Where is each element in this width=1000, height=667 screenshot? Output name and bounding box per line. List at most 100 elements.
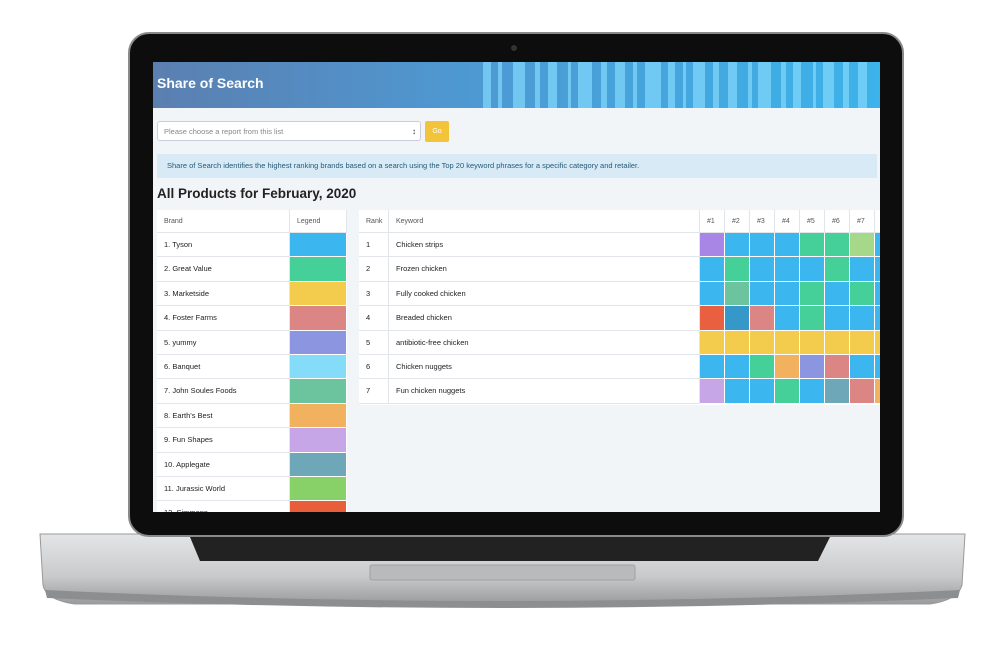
header-stripe [781,62,786,108]
camera [511,45,517,51]
keyword: antibiotic-free chicken [389,330,700,355]
rank-cell [800,233,825,258]
keyword: Chicken nuggets [389,355,700,380]
legend-swatch [290,403,347,429]
rank-cell [725,306,750,331]
keyword: Chicken strips [389,233,700,258]
base-lip [45,590,960,608]
screen: Share of Search Please choose a report f… [153,62,880,512]
rank-cell [875,355,880,380]
keyword: Frozen chicken [389,257,700,282]
rank-cell [800,330,825,355]
header-stripe [498,62,502,108]
rank-cell [750,355,775,380]
rank-cell [775,330,800,355]
column-header: #5 [800,210,825,233]
header-stripe [683,62,686,108]
rank-cell [700,306,725,331]
legend-swatch [290,477,347,502]
legend-swatch [290,355,347,380]
rank-cell [825,233,850,258]
rank-cell [750,257,775,282]
header-stripe [513,62,525,108]
header-stripe [793,62,801,108]
rank-cell [725,257,750,282]
header-stripe [693,62,705,108]
rank-cell [775,257,800,282]
rank-cell [775,233,800,258]
column-header: #8 [875,210,880,233]
header-stripe [615,62,625,108]
legend-swatch [290,501,347,512]
rank-cell [850,379,875,404]
column-header: #1 [700,210,725,233]
rank-cell [700,233,725,258]
section-title: All Products for February, 2020 [157,186,357,201]
header-stripe [858,62,867,108]
rank-cell [825,306,850,331]
header-stripe [713,62,719,108]
rank-cell [775,379,800,404]
rank-cell [750,379,775,404]
rank-cell [700,330,725,355]
column-header: Legend [290,210,347,233]
header-stripe [823,62,834,108]
rank-cell [750,330,775,355]
brand-name: 7. John Soules Foods [157,379,290,404]
report-select[interactable]: Please choose a report from this list [157,121,421,142]
header-stripe [813,62,816,108]
brand-name: 6. Banquet [157,355,290,380]
rank: 5 [359,330,389,355]
rank-cell [850,257,875,282]
keyword: Fun chicken nuggets [389,379,700,404]
rank-cell [800,355,825,380]
legend-swatch [290,233,347,258]
rank-cell [800,306,825,331]
legend-swatch [290,330,347,355]
keyword: Fully cooked chicken [389,281,700,307]
rank-cell [850,233,875,258]
rank-cell [825,281,850,307]
rank-cell [775,355,800,380]
rank-cell [725,281,750,307]
go-button[interactable]: Go [425,121,449,142]
column-header: #7 [850,210,875,233]
rank-cell [775,281,800,307]
rank-cell [700,281,725,307]
brand-name: 4. Foster Farms [157,306,290,331]
rank-cell [725,379,750,404]
header-stripe [548,62,557,108]
brand-name: 2. Great Value [157,257,290,282]
header: Share of Search [153,62,880,108]
rank-cell [875,257,880,282]
rank-cell [725,233,750,258]
rank-cell [875,330,880,355]
rank-cell [825,257,850,282]
brand-name: 11. Jurassic World [157,477,290,502]
header-stripe [535,62,540,108]
header-stripe [728,62,737,108]
brand-name: 1. Tyson [157,233,290,258]
header-title: Share of Search [157,75,264,91]
header-stripe [483,62,491,108]
brand-name: 12. Simmons [157,501,290,512]
rank: 2 [359,257,389,282]
rank: 3 [359,281,389,307]
rank-cell [700,379,725,404]
rank-cell [875,379,880,404]
keyword: Breaded chicken [389,306,700,331]
header-stripe [601,62,607,108]
rank-cell [850,355,875,380]
column-header: Rank [359,210,389,233]
column-header: #6 [825,210,850,233]
legend-swatch [290,281,347,307]
header-stripe [668,62,675,108]
keyboard [190,537,830,561]
rank: 6 [359,355,389,380]
rank-cell [825,355,850,380]
header-stripe [578,62,592,108]
rank-cell [825,379,850,404]
rank-cell [850,330,875,355]
rank-cell [725,355,750,380]
